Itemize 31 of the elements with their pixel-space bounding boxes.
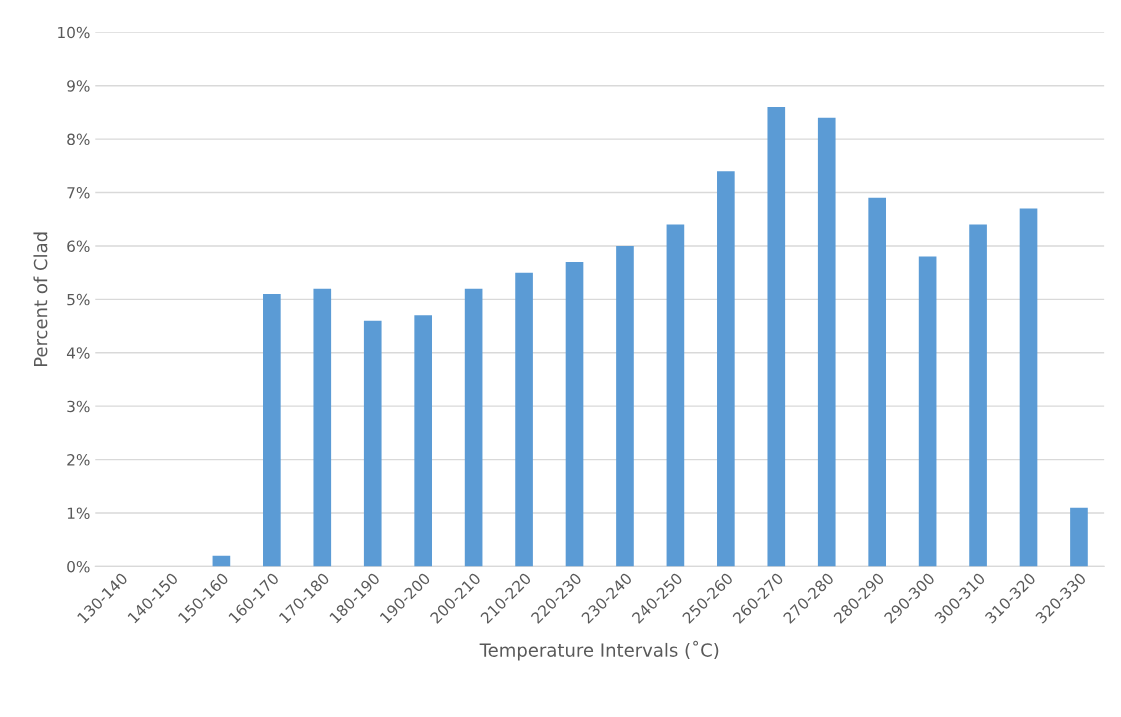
- y-tick-label: 6%: [67, 240, 90, 252]
- y-tick-label: 7%: [67, 186, 90, 199]
- y-tick-label: 4%: [66, 347, 90, 359]
- bar: [565, 261, 584, 567]
- bar: [868, 197, 887, 567]
- y-tick-label: 0%: [67, 560, 90, 573]
- bar: [1019, 208, 1038, 567]
- bar: [414, 315, 433, 567]
- bar: [918, 256, 937, 567]
- y-tick-label: 5%: [67, 293, 90, 306]
- bar: [1070, 507, 1088, 567]
- bar: [616, 245, 634, 567]
- bar: [717, 171, 735, 567]
- bar: [464, 288, 483, 567]
- bar: [363, 320, 382, 567]
- y-tick-label: 2%: [67, 454, 90, 466]
- y-tick-label: 1%: [67, 507, 90, 520]
- bar: [313, 288, 332, 567]
- y-tick-label: 3%: [67, 400, 90, 413]
- bar: [263, 294, 281, 567]
- bar: [969, 224, 987, 567]
- y-tick-label: 9%: [67, 80, 90, 92]
- bar: [817, 117, 836, 567]
- y-tick-label: 10%: [58, 26, 90, 39]
- y-axis-title: Percent of Clad: [33, 232, 48, 367]
- x-axis-title: Temperature Intervals (˚C): [479, 640, 719, 661]
- y-tick-label: 8%: [67, 133, 90, 146]
- bar: [515, 272, 533, 567]
- bar: [767, 107, 786, 567]
- bar: [666, 224, 685, 567]
- bar: [212, 555, 231, 567]
